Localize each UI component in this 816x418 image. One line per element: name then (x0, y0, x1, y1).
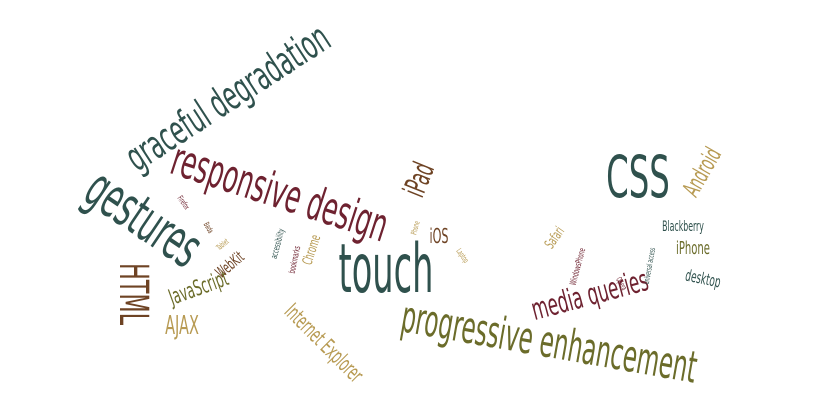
word-accessibility: accessibility (269, 227, 288, 260)
word-safari: Safari (541, 224, 569, 252)
word-iphone: iPhone (676, 238, 710, 259)
word-ipad: iPad (397, 157, 443, 202)
word-html: HTML (110, 262, 156, 326)
word-laptop: Laptop (454, 246, 471, 265)
word-media-queries: media queries (527, 263, 653, 328)
word-internet-explorer: Internet Explorer (279, 299, 368, 388)
word-ios: iOS (429, 224, 449, 248)
word-universal-access: universal access (641, 246, 658, 285)
word-android: Android (676, 142, 728, 202)
word-touch: touch (338, 230, 434, 309)
word-ajax: AJAX (165, 311, 199, 341)
word-desktop: desktop (683, 265, 723, 292)
word-chrome: Chrome (299, 232, 325, 268)
word-tablet: Tablet (214, 236, 231, 253)
word-css: CSS (606, 143, 670, 211)
word-blackberry: Blackberry (662, 219, 704, 235)
